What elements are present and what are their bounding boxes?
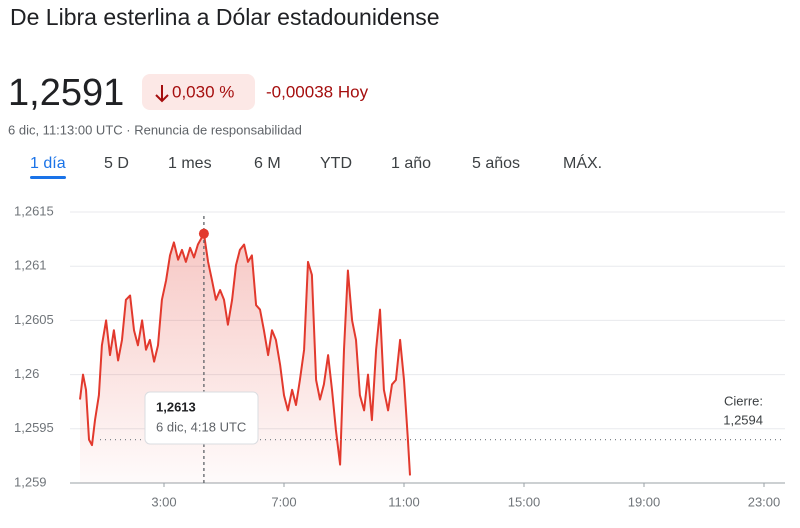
price: 1,2591 — [8, 72, 124, 114]
close-value: 1,2594 — [723, 412, 763, 427]
tab-underline — [30, 176, 66, 179]
plot: 1,259 1,2595 1,26 1,2605 1,261 1,2615 3:00 7:00… — [14, 203, 785, 509]
tab[interactable]: 1 año — [391, 155, 431, 172]
close-label: Cierre: — [724, 393, 763, 408]
x-tick-label: 11:00 — [388, 494, 420, 509]
y-tick-label: 1,2615 — [14, 203, 54, 218]
change-badge — [142, 74, 255, 110]
line — [79, 232, 411, 476]
tab[interactable]: 1 mes — [168, 155, 212, 172]
tooltip-value: 1,2613 — [156, 399, 196, 414]
title: De Libra esterlina a Dólar estadounidens… — [10, 4, 440, 30]
tab[interactable]: 5 D — [104, 155, 129, 172]
tab[interactable]: 5 años — [472, 155, 520, 172]
area — [80, 233, 410, 483]
tab[interactable]: MÁX. — [563, 153, 602, 172]
x-tick-label: 15:00 — [508, 494, 541, 509]
change-abs: -0,00038 Hoy — [266, 82, 369, 101]
tab[interactable]: 1 día — [30, 155, 66, 172]
tooltip — [144, 391, 259, 445]
y-tick-label: 1,2605 — [14, 312, 54, 327]
subtitle: 6 dic, 11:13:00 UTC · Renuncia de respon… — [8, 122, 302, 137]
y-tick-label: 1,26 — [14, 366, 39, 381]
hover-point — [198, 228, 209, 239]
change-percent: 0,030 % — [172, 82, 234, 101]
y-tick-label: 1,2595 — [14, 420, 54, 435]
tabs: 1 día 5 D 1 mes 6 M YTD 1 año 5 años MÁX. — [30, 153, 602, 179]
x-tick-label: 3:00 — [151, 494, 176, 509]
x-tick-label: 19:00 — [628, 494, 661, 509]
tab[interactable]: YTD — [320, 155, 352, 172]
y-tick-label: 1,261 — [14, 258, 47, 273]
y-tick-label: 1,259 — [14, 474, 47, 489]
tab[interactable]: 6 M — [254, 155, 281, 172]
x-tick-label: 23:00 — [748, 494, 781, 509]
x-tick-label: 7:00 — [271, 494, 296, 509]
down-arrow — [155, 85, 169, 103]
tooltip-time: 6 dic, 4:18 UTC — [156, 419, 246, 434]
